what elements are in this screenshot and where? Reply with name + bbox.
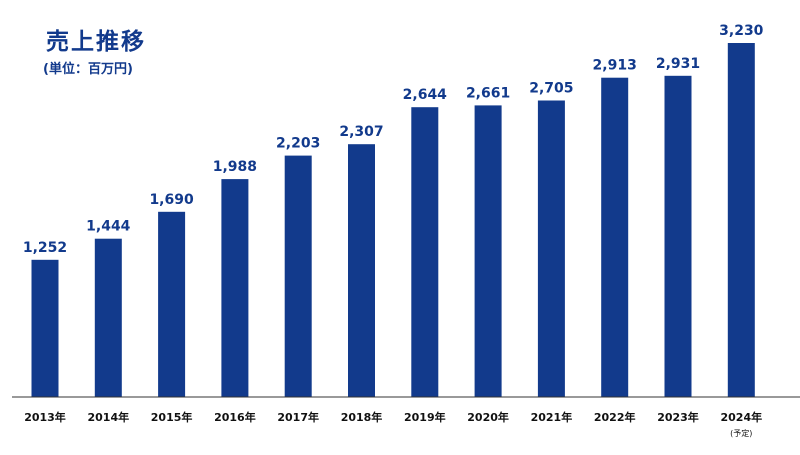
value-label-5: 2,307 bbox=[339, 124, 383, 140]
x-tick-note-11: (予定) bbox=[730, 428, 752, 438]
value-label-11: 3,230 bbox=[719, 23, 764, 39]
x-tick-label-9: 2022年 bbox=[594, 410, 636, 424]
value-label-4: 2,203 bbox=[276, 136, 320, 152]
x-tick-label-10: 2023年 bbox=[657, 410, 699, 424]
x-tick-label-7: 2020年 bbox=[467, 410, 509, 424]
bar-3 bbox=[221, 179, 249, 397]
value-label-2: 1,690 bbox=[149, 192, 194, 208]
value-label-8: 2,705 bbox=[529, 81, 573, 97]
x-tick-label-6: 2019年 bbox=[404, 410, 446, 424]
value-label-1: 1,444 bbox=[86, 219, 131, 235]
x-tick-label-4: 2017年 bbox=[277, 410, 319, 424]
unit-label: (単位：百万円) bbox=[43, 62, 133, 77]
x-tick-label-11: 2024年 bbox=[720, 410, 762, 424]
bar-11 bbox=[727, 43, 755, 397]
bar-8 bbox=[537, 100, 565, 397]
bar-0 bbox=[31, 259, 59, 397]
chart-title: 売上推移 bbox=[46, 29, 146, 55]
value-label-0: 1,252 bbox=[23, 240, 67, 256]
value-label-7: 2,661 bbox=[466, 85, 510, 101]
bar-2 bbox=[158, 211, 186, 397]
bar-1 bbox=[94, 238, 122, 397]
bar-9 bbox=[601, 77, 629, 397]
bar-group bbox=[31, 43, 755, 398]
value-label-6: 2,644 bbox=[403, 87, 448, 103]
bar-5 bbox=[348, 144, 375, 397]
x-tick-label-1: 2014年 bbox=[87, 410, 129, 424]
value-label-group: 1,252 1,444 1,690 1,988 2,203 2,307 2,644 2,661… bbox=[23, 23, 764, 256]
x-tick-label-2: 2015年 bbox=[151, 410, 193, 424]
x-tick-label-0: 2013年 bbox=[24, 410, 66, 424]
value-label-3: 1,988 bbox=[213, 159, 257, 175]
value-label-10: 2,931 bbox=[656, 56, 700, 72]
bar-4 bbox=[284, 155, 312, 397]
x-tick-label-8: 2021年 bbox=[531, 410, 573, 424]
bar-6 bbox=[411, 107, 439, 397]
bar-7 bbox=[474, 105, 502, 398]
x-tick-label-5: 2018年 bbox=[341, 410, 383, 424]
bar-10 bbox=[664, 75, 692, 398]
x-tick-label-group: 2013年 2014年 2015年 2016年 2017年 2018年 2019年 2020年… bbox=[24, 410, 762, 438]
x-tick-label-3: 2016年 bbox=[214, 410, 256, 424]
value-label-9: 2,913 bbox=[593, 58, 637, 74]
